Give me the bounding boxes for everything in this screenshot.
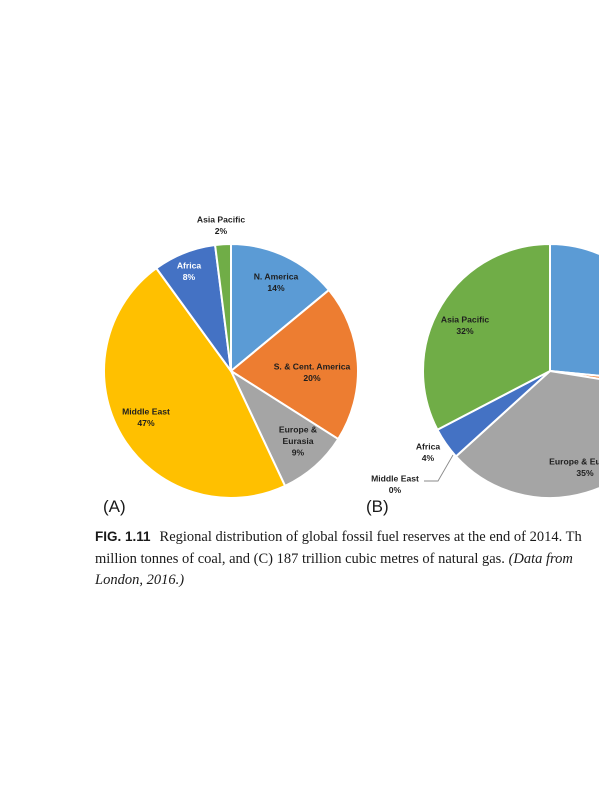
slice-label-europe-and-eurasia: Eurasia <box>282 436 313 446</box>
panel-label-b: (B) <box>366 497 389 516</box>
caption-line-3: London, 2016.) <box>95 572 185 588</box>
slice-s-and-cent-america <box>230 289 359 441</box>
slice-n-america <box>549 243 599 377</box>
figure-label: FIG. 1.11 <box>95 529 151 544</box>
slice-label-middle-east: Middle East <box>122 406 170 416</box>
slice-value-middle-east: 0% <box>389 485 402 495</box>
slice-asia-pacific <box>422 243 551 431</box>
slice-label-africa: Africa <box>416 441 441 451</box>
figure-caption: FIG. 1.11 Regional distribution of global… <box>95 526 599 592</box>
slice-label-asia-pacific: Asia Pacific <box>197 214 245 224</box>
pie-chart-b: Europe & Eurasia 35% Africa 4%Middle East 0%… <box>371 243 599 499</box>
slice-value-africa: 4% <box>422 453 435 463</box>
caption-line-1: Regional distribution of global fossil f… <box>159 529 582 545</box>
slice-value-asia-pacific: 2% <box>215 226 228 236</box>
slice-value-europe-and-eurasia: 9% <box>292 448 305 458</box>
leader-line-middle-east <box>424 454 454 482</box>
slice-value-n-america: 14% <box>267 283 285 293</box>
slice-label-asia-pacific: Asia Pacific <box>441 314 489 324</box>
caption-source: (Data from <box>508 550 573 567</box>
slice-middle-east <box>103 267 287 499</box>
slice-value-africa: 8% <box>183 272 196 282</box>
slice-value-asia-pacific: 32% <box>456 326 474 336</box>
slice-value-middle-east: 47% <box>137 418 155 428</box>
pie-chart-a: N. America 14% S. & Cent. America 20% Europe… <box>103 214 359 499</box>
slice-label-africa: Africa <box>177 260 202 270</box>
panel-label-a: (A) <box>103 497 126 516</box>
slice-value-europe-and-eurasia: 35% <box>576 468 594 478</box>
slice-label-europe-and-eurasia: Europe & Eurasia <box>549 456 599 466</box>
slice-label-n-america: N. America <box>254 271 299 281</box>
slice-europe-and-eurasia <box>454 370 599 499</box>
slice-label-europe-and-eurasia: Europe & <box>279 425 317 435</box>
slice-asia-pacific <box>214 242 232 372</box>
slice-label-s-and-cent-america: S. & Cent. America <box>274 361 351 371</box>
slice-n-america <box>230 243 330 372</box>
slice-value-s-and-cent-america: 20% <box>303 373 321 383</box>
caption-line-2: million tonnes of coal, and (C) 187 tril… <box>95 550 505 567</box>
slice-label-middle-east: Middle East <box>371 473 419 483</box>
